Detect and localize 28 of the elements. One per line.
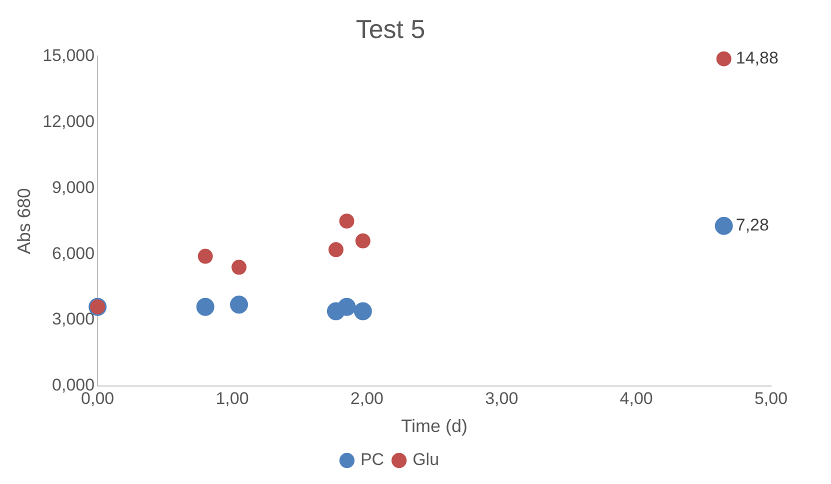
y-tick-label: 9,000 (52, 178, 95, 197)
point (198, 248, 213, 264)
point (196, 298, 214, 316)
point (339, 214, 354, 229)
y-tick-label: 15,000 (42, 46, 95, 65)
x-tick-label: 2,00 (350, 388, 384, 408)
point (354, 302, 372, 320)
point (328, 242, 344, 258)
x-tick-label: 5,00 (754, 388, 788, 408)
point (714, 216, 733, 235)
point (230, 296, 248, 314)
legend-label: PC (360, 450, 384, 470)
data-label: 14,88 (736, 48, 778, 68)
y-tick-label: 6,000 (52, 244, 95, 263)
point (355, 233, 370, 248)
x-tick-label: 3,00 (485, 388, 518, 408)
point (232, 260, 247, 275)
point (716, 51, 732, 66)
y-tick-label: 3,000 (52, 310, 95, 329)
point (338, 298, 356, 316)
legend-label: Glu (412, 450, 440, 470)
y-axis-title: Abs 680 (14, 188, 34, 254)
x-tick-label: 1,00 (216, 388, 249, 408)
y-tick-label: 12,000 (42, 112, 95, 131)
x-axis-title: Time (d) (401, 416, 468, 436)
data-label: 7,28 (736, 216, 769, 235)
x-tick-label: 4,00 (620, 388, 653, 408)
chart-title: Test 5 (356, 14, 426, 44)
